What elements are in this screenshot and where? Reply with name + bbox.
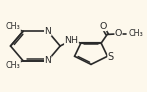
- Text: CH₃: CH₃: [6, 22, 21, 31]
- Text: CH₃: CH₃: [6, 61, 21, 70]
- Text: O: O: [115, 29, 122, 38]
- Text: NH: NH: [64, 36, 78, 45]
- Text: N: N: [44, 27, 51, 36]
- Text: O: O: [100, 22, 107, 31]
- Text: S: S: [108, 52, 114, 62]
- Text: N: N: [44, 56, 51, 65]
- Text: CH₃: CH₃: [129, 29, 144, 38]
